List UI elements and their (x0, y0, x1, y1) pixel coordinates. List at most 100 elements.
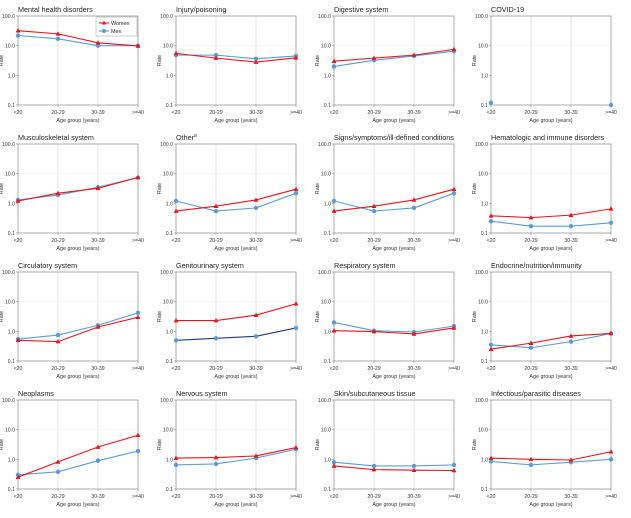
y-axis-label: Rate (472, 439, 478, 450)
x-tick-label: <20 (330, 238, 339, 244)
men-data-point (253, 56, 259, 62)
y-tick-label: 10.0 (321, 44, 331, 50)
x-tick-label: >=40 (605, 110, 617, 116)
chart-title: Skin/subcutaneous tissue (334, 389, 416, 398)
y-tick-label: 0.1 (324, 103, 331, 109)
y-tick-label: 100.0 (318, 14, 331, 20)
women-data-point (55, 31, 61, 36)
men-data-point (55, 332, 61, 338)
women-data-point (528, 340, 534, 345)
y-tick-label: 100.0 (475, 142, 488, 148)
men-data-point (331, 460, 337, 465)
x-tick-label: 20-29 (51, 494, 64, 500)
plot-area-frame (175, 399, 297, 490)
men-data-point (528, 345, 534, 350)
x-axis-label: Age group (years) (56, 118, 99, 124)
x-axis-label: Age group (years) (372, 374, 415, 380)
x-tick-label: 20-29 (209, 238, 222, 244)
women-data-point (135, 43, 141, 48)
women-data-point (213, 55, 219, 60)
men-series-line (17, 450, 139, 476)
men-series-line (333, 50, 455, 67)
chart-title: Respiratory system (334, 261, 396, 270)
women-data-point (253, 453, 259, 458)
men-data-point (451, 462, 457, 468)
plot-area-frame (17, 15, 139, 106)
men-data-point (293, 190, 299, 196)
chart-title: Endocrine/nutrition/immunity (491, 261, 582, 270)
women-data-point (608, 206, 614, 211)
women-data-point (568, 333, 574, 338)
women-series-line (175, 188, 297, 212)
women-data-point (371, 203, 377, 209)
chart-title: Hematologic and immune disorders (491, 133, 604, 142)
x-tick-label: 20-29 (209, 366, 222, 372)
x-tick-label: >=40 (132, 366, 144, 372)
plot-area-frame (490, 143, 612, 234)
women-data-point (173, 318, 179, 323)
y-tick-label: 100.0 (2, 142, 15, 148)
x-tick-label: 30-39 (407, 494, 420, 500)
y-tick-label: 100.0 (2, 398, 15, 404)
men-series-line (176, 54, 297, 60)
x-axis-label: Age group (years) (214, 118, 257, 124)
legend-women-marker (101, 20, 107, 25)
x-tick-label: >=40 (290, 110, 302, 116)
x-tick-label: 20-29 (367, 366, 380, 372)
y-tick-label: 1.0 (8, 329, 15, 335)
y-axis-label: Rate (0, 311, 5, 322)
y-tick-label: 0.1 (324, 359, 331, 365)
men-data-point (488, 459, 494, 464)
y-tick-label: 100.0 (2, 270, 15, 276)
x-tick-label: >=40 (448, 110, 460, 116)
y-tick-label: 100.0 (2, 14, 15, 20)
y-tick-label: 0.1 (481, 359, 488, 365)
women-data-point (411, 331, 417, 336)
x-axis-label: Age group (years) (529, 246, 572, 252)
chart-title: Genitourinary system (176, 261, 244, 270)
women-data-point (331, 58, 337, 63)
women-series-line (175, 52, 297, 63)
y-tick-label: 100.0 (160, 270, 173, 276)
x-tick-label: >=40 (132, 238, 144, 244)
y-tick-label: 10.0 (163, 44, 173, 50)
y-tick-label: 10.0 (163, 428, 173, 434)
women-data-point (253, 312, 259, 317)
men-data-point (608, 102, 614, 108)
women-data-point (371, 328, 377, 334)
men-data-point (568, 339, 574, 344)
men-data-point (488, 342, 494, 348)
women-series-line (17, 30, 139, 47)
x-axis-label: Age group (years) (372, 502, 415, 508)
women-data-point (95, 40, 101, 45)
women-data-point (411, 197, 417, 202)
legend-men-marker (102, 29, 106, 33)
chart-title: Neoplasms (18, 389, 54, 398)
y-tick-label: 0.1 (166, 103, 173, 109)
men-data-point (293, 325, 299, 331)
men-data-point (253, 205, 259, 211)
women-series-line (490, 451, 612, 461)
women-data-point (608, 449, 614, 454)
x-tick-label: 20-29 (51, 110, 64, 116)
men-data-point (371, 208, 377, 214)
women-series-line (17, 316, 139, 343)
x-tick-label: 20-29 (367, 110, 380, 116)
x-tick-label: 30-39 (91, 366, 104, 372)
women-data-point (173, 455, 179, 460)
women-data-point (451, 325, 457, 330)
x-tick-label: 30-39 (249, 110, 262, 116)
y-tick-label: 10.0 (478, 172, 488, 178)
y-tick-label: 1.0 (166, 73, 173, 79)
y-tick-label: 1.0 (324, 201, 331, 207)
x-tick-label: <20 (487, 238, 496, 244)
women-data-point (371, 55, 377, 60)
